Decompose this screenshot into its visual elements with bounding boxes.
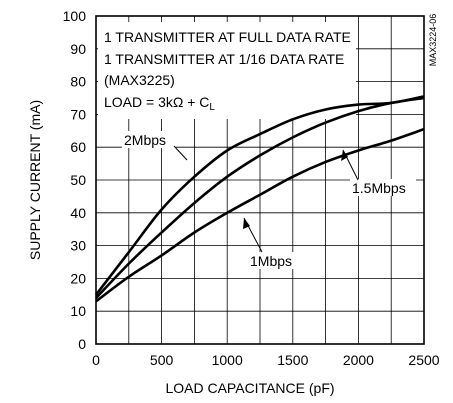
arrowhead-1mbps	[243, 218, 250, 229]
y-tick-label: 0	[78, 336, 86, 352]
legend-line-2: 1 TRANSMITTER AT 1/16 DATA RATE	[104, 51, 344, 67]
arrowhead-15mbps	[341, 150, 348, 161]
legend-line-1: 1 TRANSMITTER AT FULL DATA RATE	[104, 29, 351, 45]
load-mid: + C	[183, 94, 209, 110]
y-axis-title: SUPPLY CURRENT (mA)	[27, 100, 43, 260]
label-2mbps: 2Mbps	[124, 132, 166, 148]
y-tick-label: 80	[70, 74, 86, 90]
x-tick-label: 1500	[277, 352, 308, 368]
x-tick-label: 1000	[212, 352, 243, 368]
label-bg-15mbps	[350, 179, 416, 196]
x-tick-label: 2500	[408, 352, 439, 368]
label-bg-1mbps	[248, 252, 300, 269]
label-15mbps: 1.5Mbps	[352, 180, 406, 196]
y-tick-labels: 0 10 20 30 40 50 60 70 80 90 100	[63, 8, 87, 352]
omega-symbol: Ω	[173, 94, 183, 110]
leader-2mbps	[173, 145, 188, 161]
x-tick-label: 2000	[343, 352, 374, 368]
series-line-15mbps	[95, 96, 425, 299]
x-tick-labels: 0 500 1000 1500 2000 2500	[92, 352, 440, 368]
series-line-1mbps	[95, 127, 425, 303]
y-tick-label: 10	[70, 303, 86, 319]
load-subscript: L	[209, 102, 215, 113]
plot-frame	[95, 15, 425, 345]
x-axis-title: LOAD CAPACITANCE (pF)	[165, 380, 334, 396]
series-labels: 2Mbps 1.5Mbps 1Mbps	[122, 131, 416, 269]
legend-line-3: (MAX3225)	[104, 72, 175, 88]
curves	[94, 95, 425, 303]
y-tick-label: 70	[70, 106, 86, 122]
y-tick-label: 60	[70, 139, 86, 155]
label-1mbps: 1Mbps	[250, 253, 292, 269]
y-tick-label: 40	[70, 205, 86, 221]
x-tick-label: 500	[150, 352, 174, 368]
load-formula: LOAD = 3kΩ + CL	[104, 94, 215, 113]
load-prefix: LOAD = 3k	[104, 94, 174, 110]
part-code: MAX3224-06	[428, 14, 438, 67]
legend-box	[98, 22, 356, 119]
y-tick-label: 20	[70, 270, 86, 286]
y-tick-label: 50	[70, 172, 86, 188]
y-tick-label: 90	[70, 41, 86, 57]
series-line-2mbps	[94, 95, 425, 296]
x-tick-label: 0	[92, 352, 100, 368]
y-tick-label: 100	[63, 8, 87, 24]
label-bg-2mbps	[122, 131, 176, 148]
y-tick-label: 30	[70, 238, 86, 254]
